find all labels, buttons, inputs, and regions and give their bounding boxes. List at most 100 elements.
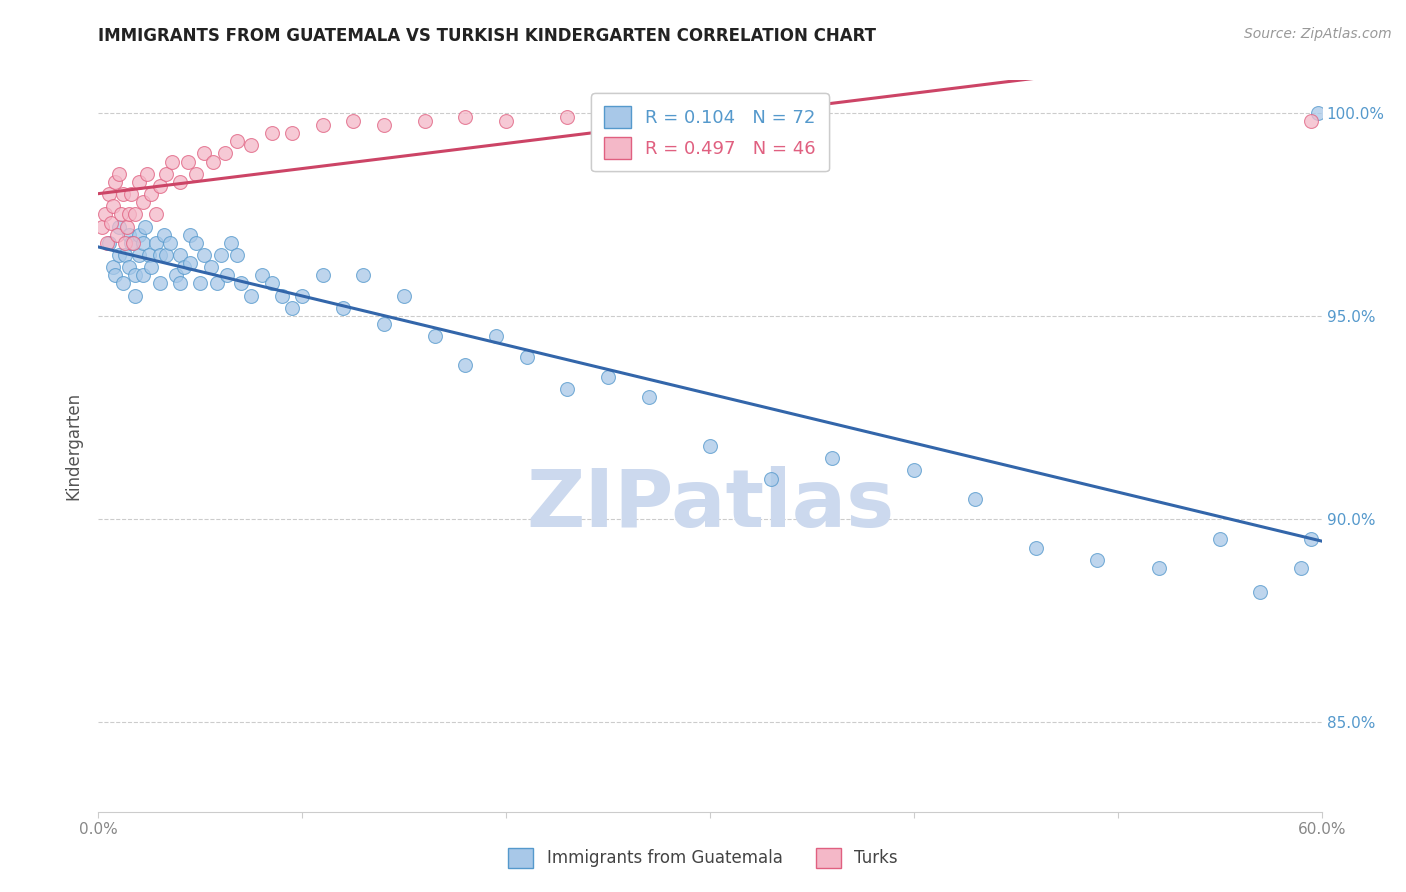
Point — [215, 268, 238, 283]
Point — [108, 167, 131, 181]
Point — [1209, 533, 1232, 547]
Point — [312, 118, 335, 132]
Point — [141, 187, 163, 202]
Point — [903, 463, 925, 477]
Point — [124, 207, 146, 221]
Point — [200, 260, 222, 275]
Point — [100, 215, 122, 229]
Point — [1301, 114, 1323, 128]
Point — [160, 154, 183, 169]
Y-axis label: Kindergarten: Kindergarten — [65, 392, 83, 500]
Point — [598, 370, 620, 384]
Point — [231, 277, 253, 291]
Point — [205, 277, 228, 291]
Point — [1306, 105, 1329, 120]
Point — [118, 207, 141, 221]
Point — [179, 227, 201, 242]
Point — [96, 235, 118, 250]
Point — [91, 219, 114, 234]
Point — [122, 235, 145, 250]
Text: Source: ZipAtlas.com: Source: ZipAtlas.com — [1244, 27, 1392, 41]
Point — [761, 471, 783, 485]
Point — [557, 382, 579, 396]
Point — [250, 268, 273, 283]
Point — [132, 195, 155, 210]
Point — [128, 227, 150, 242]
Point — [281, 126, 304, 140]
Point — [240, 138, 263, 153]
Point — [179, 256, 201, 270]
Point — [159, 235, 181, 250]
Point — [193, 146, 215, 161]
Point — [226, 248, 249, 262]
Point — [101, 260, 124, 275]
Point — [219, 235, 242, 250]
Point — [332, 301, 354, 315]
Point — [193, 248, 215, 262]
Point — [149, 248, 172, 262]
Point — [114, 248, 136, 262]
Point — [617, 110, 640, 124]
Point — [373, 317, 395, 331]
Point — [392, 288, 416, 302]
Point — [291, 288, 314, 302]
Point — [485, 329, 508, 343]
Point — [145, 235, 167, 250]
Point — [115, 219, 138, 234]
Text: ZIPatlas: ZIPatlas — [526, 466, 894, 543]
Point — [1147, 561, 1170, 575]
Point — [101, 199, 124, 213]
Point — [177, 154, 200, 169]
Point — [281, 301, 304, 315]
Point — [104, 175, 127, 189]
Legend: R = 0.104   N = 72, R = 0.497   N = 46: R = 0.104 N = 72, R = 0.497 N = 46 — [592, 93, 828, 171]
Point — [149, 178, 172, 193]
Point — [155, 167, 177, 181]
Point — [111, 187, 134, 202]
Point — [120, 187, 142, 202]
Point — [145, 207, 167, 221]
Point — [104, 268, 127, 283]
Point — [124, 288, 146, 302]
Point — [699, 114, 721, 128]
Point — [108, 219, 131, 234]
Point — [111, 277, 134, 291]
Point — [260, 277, 283, 291]
Point — [260, 126, 283, 140]
Point — [1301, 533, 1323, 547]
Point — [638, 390, 661, 404]
Point — [128, 248, 150, 262]
Point — [149, 277, 172, 291]
Point — [114, 235, 136, 250]
Point — [240, 288, 263, 302]
Point — [413, 114, 436, 128]
Point — [495, 114, 517, 128]
Point — [373, 118, 395, 132]
Point — [423, 329, 446, 343]
Point — [201, 154, 224, 169]
Point — [342, 114, 364, 128]
Point — [516, 350, 538, 364]
Point — [120, 235, 142, 250]
Point — [699, 439, 721, 453]
Point — [209, 248, 232, 262]
Point — [1291, 561, 1313, 575]
Point — [1025, 541, 1047, 555]
Point — [124, 268, 146, 283]
Text: IMMIGRANTS FROM GUATEMALA VS TURKISH KINDERGARTEN CORRELATION CHART: IMMIGRANTS FROM GUATEMALA VS TURKISH KIN… — [98, 27, 876, 45]
Point — [136, 167, 159, 181]
Point — [821, 451, 844, 466]
Legend: Immigrants from Guatemala, Turks: Immigrants from Guatemala, Turks — [502, 841, 904, 875]
Point — [97, 235, 120, 250]
Point — [128, 175, 150, 189]
Point — [118, 260, 141, 275]
Point — [226, 134, 249, 148]
Point — [454, 358, 477, 372]
Point — [134, 219, 156, 234]
Point — [141, 260, 163, 275]
Point — [110, 207, 132, 221]
Point — [1249, 585, 1271, 599]
Point — [138, 248, 160, 262]
Point — [169, 277, 191, 291]
Point — [97, 187, 120, 202]
